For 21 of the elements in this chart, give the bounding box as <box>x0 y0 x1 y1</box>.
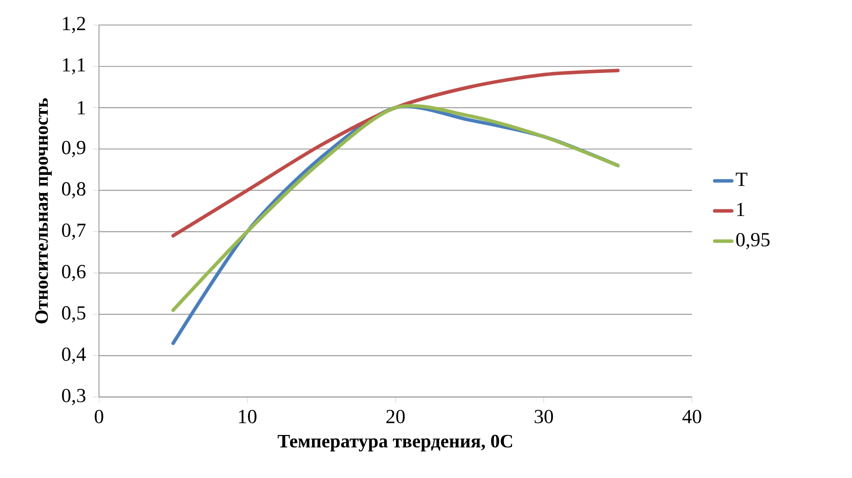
y-tick-label: 0,3 <box>62 388 86 406</box>
y-tick-label: 1,2 <box>63 16 86 34</box>
legend-label: 1 <box>737 202 744 216</box>
x-tick-label: 40 <box>682 410 702 424</box>
legend-label: 0,95 <box>736 232 770 250</box>
y-tick-label: 0,4 <box>62 348 86 364</box>
y-tick-label: 0,7 <box>62 224 86 240</box>
y-tick-label: 1 <box>78 101 85 114</box>
x-axis-title: Температура твердения, 0С <box>278 434 512 452</box>
x-tick-label: 0 <box>94 410 104 424</box>
x-tick-label: 10 <box>239 410 256 424</box>
y-tick-label: 0,5 <box>62 306 86 322</box>
y-tick-label: 0,9 <box>62 140 86 158</box>
y-tick-label: 0,8 <box>62 182 86 198</box>
legend-label: Т <box>736 172 748 186</box>
x-tick-label: 30 <box>534 410 553 424</box>
x-tick-label: 20 <box>386 410 405 424</box>
line-series <box>171 68 620 238</box>
y-tick-label: 1,1 <box>63 58 85 74</box>
y-tick-label: 0,6 <box>62 264 86 282</box>
y-axis-title: Относительная прочность <box>35 98 52 324</box>
